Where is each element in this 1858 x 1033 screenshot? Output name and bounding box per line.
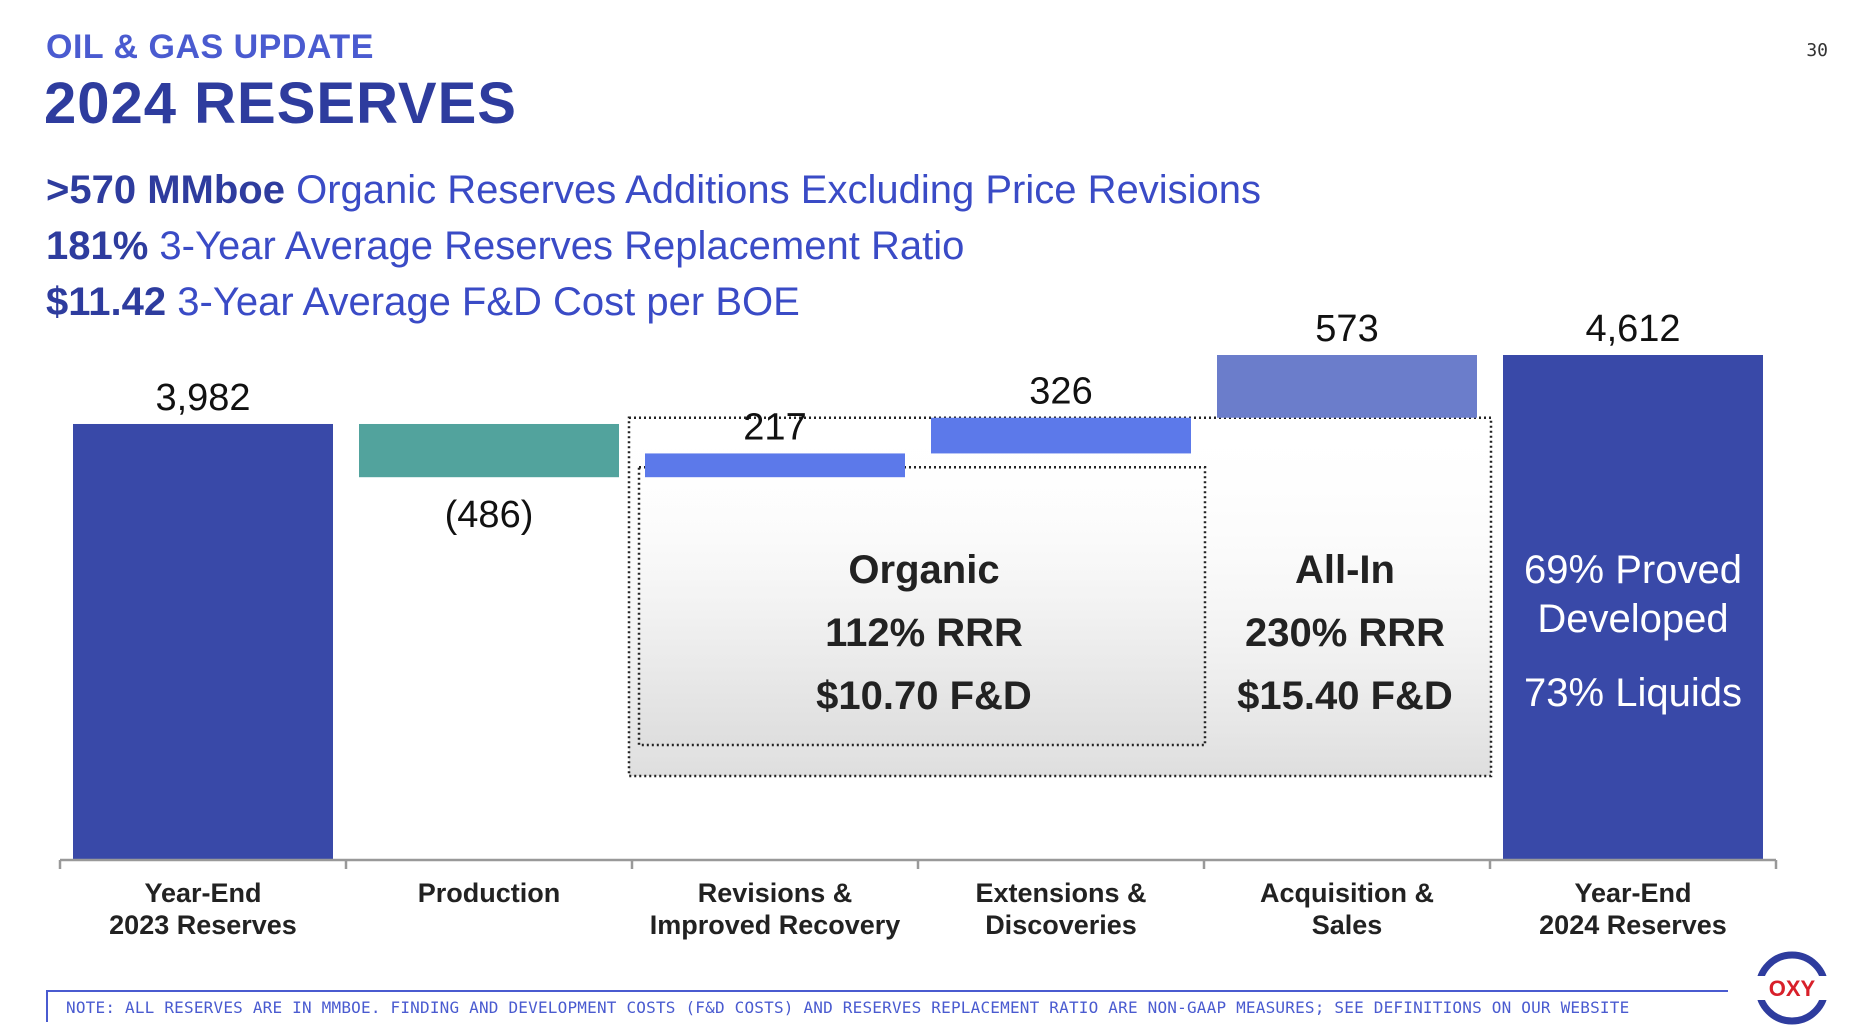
category-label: 2023 Reserves xyxy=(109,910,297,940)
final-proved-line1: 69% Proved xyxy=(1524,548,1742,592)
category-label: Sales xyxy=(1312,910,1383,940)
all-in-fd: $15.40 F&D xyxy=(1237,674,1453,718)
category-label: Revisions & xyxy=(698,878,853,908)
final-liquids: 73% Liquids xyxy=(1524,671,1742,715)
all-in-rrr: 230% RRR xyxy=(1245,611,1445,655)
organic-title: Organic xyxy=(848,548,999,592)
category-label: Acquisition & xyxy=(1260,878,1434,908)
page-title: 2024 RESERVES xyxy=(44,71,517,136)
annotation-boxes xyxy=(627,416,1493,778)
kpi-value: 181% xyxy=(46,224,149,268)
kpi-item: >570 MMboe Organic Reserves Additions Ex… xyxy=(46,168,1261,224)
category-label: Improved Recovery xyxy=(650,910,901,940)
organic-bracket-box xyxy=(637,465,1207,747)
bar-1 xyxy=(359,423,619,478)
bar-2 xyxy=(645,453,905,478)
kpi-list: >570 MMboe Organic Reserves Additions Ex… xyxy=(46,168,1261,336)
bar-0 xyxy=(73,423,333,860)
kpi-item: 181% 3-Year Average Reserves Replacement… xyxy=(46,224,1261,280)
bar-5 xyxy=(1503,355,1763,860)
category-label: Production xyxy=(418,878,561,908)
value-label: 217 xyxy=(743,406,806,448)
final-proved-line2: Developed xyxy=(1537,597,1728,641)
bar-3 xyxy=(931,417,1191,454)
kpi-value: >570 MMboe xyxy=(46,168,285,212)
category-label: Extensions & xyxy=(975,878,1146,908)
organic-fd: $10.70 F&D xyxy=(816,674,1032,718)
value-label: 4,612 xyxy=(1585,308,1680,350)
value-label: (486) xyxy=(445,494,534,536)
category-label: Year-End xyxy=(1574,878,1691,908)
bars-group xyxy=(73,355,1763,860)
kpi-text: Organic Reserves Additions Excluding Pri… xyxy=(284,168,1261,212)
category-label: Discoveries xyxy=(985,910,1137,940)
value-label: 573 xyxy=(1315,308,1378,350)
logo-text: OXY xyxy=(1769,976,1816,1001)
category-label: 2024 Reserves xyxy=(1539,910,1727,940)
data-labels: 3,982 (486) 217 326 573 4,612 xyxy=(155,308,1680,536)
section-label: OIL & GAS UPDATE xyxy=(46,28,374,66)
bar-4 xyxy=(1217,355,1477,418)
page-number: 30 xyxy=(1806,40,1828,61)
all-in-title: All-In xyxy=(1295,548,1395,592)
footnote: NOTE: ALL RESERVES ARE IN MMBOE. FINDING… xyxy=(46,990,1728,1022)
kpi-value: $11.42 xyxy=(46,280,167,324)
kpi-item: $11.42 3-Year Average F&D Cost per BOE xyxy=(46,280,1261,336)
kpi-text: 3-Year Average Reserves Replacement Rati… xyxy=(148,224,965,268)
value-label: 326 xyxy=(1029,371,1092,413)
organic-rrr: 112% RRR xyxy=(825,611,1023,655)
kpi-text: 3-Year Average F&D Cost per BOE xyxy=(166,280,800,324)
oxy-logo: OXY xyxy=(1754,951,1830,1025)
annotation-text: Organic 112% RRR $10.70 F&D All-In 230% RRR $… xyxy=(816,548,1742,718)
footnote-text: NOTE: ALL RESERVES ARE IN MMBOE. FINDING… xyxy=(66,998,1630,1017)
value-label: 3,982 xyxy=(155,377,250,419)
category-label: Year-End xyxy=(144,878,261,908)
